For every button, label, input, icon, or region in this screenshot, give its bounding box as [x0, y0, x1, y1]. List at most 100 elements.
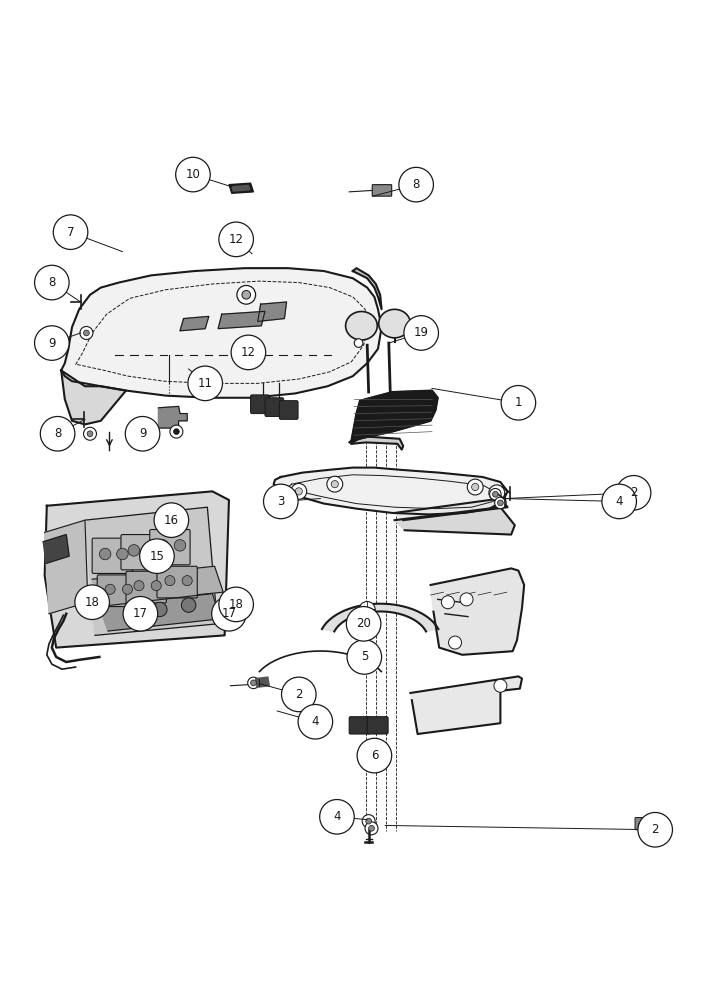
Circle shape [638, 812, 672, 847]
Text: 9: 9 [139, 427, 146, 440]
Text: 19: 19 [414, 326, 428, 339]
Circle shape [494, 679, 507, 692]
Polygon shape [274, 468, 508, 514]
Text: 15: 15 [150, 550, 164, 563]
Circle shape [327, 476, 343, 492]
Polygon shape [232, 185, 250, 191]
Circle shape [53, 215, 88, 249]
Circle shape [282, 677, 316, 712]
Polygon shape [43, 535, 69, 563]
FancyBboxPatch shape [92, 538, 132, 573]
Polygon shape [258, 302, 287, 321]
Circle shape [472, 483, 479, 491]
FancyBboxPatch shape [349, 717, 370, 734]
Circle shape [87, 431, 93, 437]
Circle shape [165, 576, 175, 586]
Text: 8: 8 [54, 427, 61, 440]
FancyBboxPatch shape [97, 575, 138, 607]
Circle shape [231, 335, 266, 370]
FancyBboxPatch shape [367, 717, 388, 734]
Polygon shape [395, 499, 508, 520]
Text: 18: 18 [229, 598, 243, 611]
Circle shape [105, 584, 115, 594]
Circle shape [616, 476, 651, 510]
Circle shape [35, 326, 69, 360]
Circle shape [154, 503, 189, 537]
Polygon shape [395, 507, 515, 535]
Circle shape [145, 545, 157, 556]
FancyBboxPatch shape [635, 818, 652, 830]
Circle shape [369, 825, 374, 831]
Ellipse shape [346, 312, 377, 340]
Polygon shape [349, 391, 438, 442]
Polygon shape [218, 311, 265, 329]
Circle shape [153, 602, 167, 617]
Circle shape [354, 339, 363, 347]
Circle shape [134, 581, 144, 591]
Circle shape [460, 593, 473, 606]
Polygon shape [229, 183, 253, 193]
FancyBboxPatch shape [150, 530, 190, 565]
Text: 2: 2 [652, 823, 659, 836]
Circle shape [174, 540, 186, 551]
Polygon shape [99, 594, 220, 631]
Circle shape [489, 485, 505, 501]
Circle shape [75, 585, 109, 620]
Text: 17: 17 [133, 607, 148, 620]
Text: 1: 1 [515, 396, 522, 409]
Text: 12: 12 [229, 233, 243, 246]
Circle shape [404, 316, 438, 350]
Circle shape [493, 489, 500, 496]
Polygon shape [322, 604, 438, 631]
Circle shape [151, 581, 161, 591]
FancyBboxPatch shape [265, 398, 284, 416]
Circle shape [182, 576, 192, 586]
Circle shape [357, 738, 392, 773]
Circle shape [449, 636, 462, 649]
Circle shape [176, 157, 210, 192]
Circle shape [123, 596, 158, 631]
Circle shape [174, 429, 179, 434]
Circle shape [212, 596, 246, 631]
Text: 3: 3 [277, 495, 284, 508]
FancyBboxPatch shape [126, 571, 166, 603]
Circle shape [399, 167, 433, 202]
Circle shape [264, 484, 298, 519]
Text: 9: 9 [48, 337, 55, 350]
Circle shape [181, 598, 196, 612]
FancyBboxPatch shape [157, 566, 197, 598]
Circle shape [128, 545, 140, 556]
Circle shape [295, 488, 302, 495]
Text: 18: 18 [85, 596, 99, 609]
Circle shape [157, 540, 168, 551]
Polygon shape [61, 268, 382, 398]
Circle shape [441, 596, 454, 609]
Circle shape [251, 680, 256, 686]
Circle shape [498, 500, 503, 506]
Circle shape [467, 479, 483, 495]
Circle shape [602, 484, 636, 519]
Circle shape [122, 584, 132, 594]
Text: 4: 4 [333, 810, 341, 823]
Text: 2: 2 [295, 688, 302, 701]
Circle shape [219, 222, 253, 257]
FancyBboxPatch shape [121, 535, 161, 570]
Circle shape [331, 481, 338, 488]
Circle shape [365, 822, 378, 835]
Circle shape [346, 607, 381, 641]
Circle shape [495, 497, 506, 509]
Circle shape [80, 326, 93, 339]
Circle shape [242, 290, 251, 299]
Polygon shape [85, 507, 217, 635]
Circle shape [170, 425, 183, 438]
Circle shape [359, 602, 375, 617]
Circle shape [291, 483, 307, 499]
Circle shape [501, 386, 536, 420]
Text: 5: 5 [361, 650, 368, 663]
Text: 2: 2 [630, 486, 637, 499]
Circle shape [124, 607, 138, 621]
Text: 20: 20 [356, 617, 371, 630]
Polygon shape [158, 406, 187, 428]
Circle shape [298, 704, 333, 739]
Circle shape [40, 416, 75, 451]
